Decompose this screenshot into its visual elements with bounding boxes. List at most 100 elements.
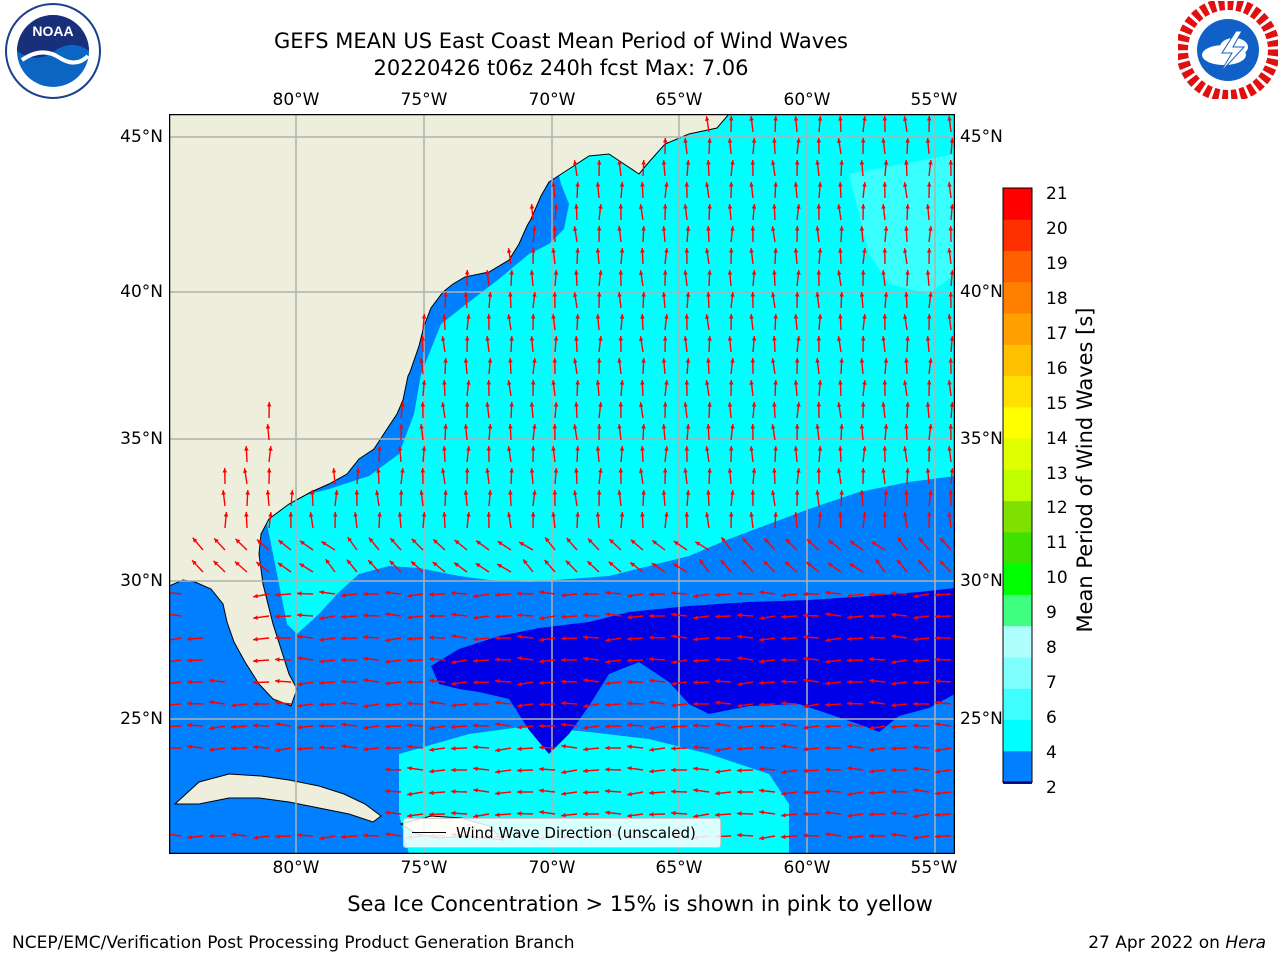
wave-direction-arrowhead	[794, 424, 800, 429]
chart-subtitle: 20220426 t06z 240h fcst Max: 7.06	[373, 56, 749, 80]
wave-direction-arrowhead	[385, 612, 390, 617]
wave-direction-arrowhead	[332, 512, 338, 517]
wave-direction-arrowhead	[495, 678, 500, 684]
wave-direction-arrowhead	[553, 468, 559, 473]
wave-direction-arrowhead	[728, 182, 734, 187]
wave-direction-arrowhead	[793, 380, 799, 385]
wave-direction-arrowhead	[728, 380, 734, 385]
wave-direction-arrowhead	[862, 182, 867, 187]
wave-direction-arrowhead	[771, 226, 776, 231]
wave-direction-arrowhead	[817, 380, 823, 385]
wave-direction-arrowhead	[433, 539, 438, 544]
wave-direction-arrowhead	[539, 615, 544, 621]
wave-direction-arrowhead	[319, 702, 324, 707]
wave-direction-arrowhead	[451, 724, 456, 730]
wave-direction-arrowhead	[466, 512, 471, 517]
wave-direction-arrowhead	[466, 314, 471, 319]
wave-direction-arrowhead	[715, 700, 720, 706]
wave-direction-arrowhead	[297, 681, 302, 687]
wave-direction-arrowhead	[319, 680, 324, 686]
colorbar-tick-label: 16	[1046, 358, 1068, 379]
wave-direction-arrowhead	[685, 292, 691, 297]
wave-direction-arrowhead	[639, 336, 644, 341]
wave-direction-arrowhead	[918, 560, 923, 565]
wave-direction-arrowhead	[519, 542, 525, 547]
wave-direction-arrowhead	[727, 468, 733, 473]
wave-direction-arrowhead	[617, 424, 622, 429]
wave-direction-arrowhead	[596, 358, 602, 363]
wave-direction-arrowhead	[486, 380, 492, 385]
wave-direction-arrowhead	[683, 138, 688, 143]
wave-direction-arrowhead	[859, 358, 865, 363]
wave-direction-arrowhead	[429, 725, 434, 731]
wave-direction-arrowhead	[451, 767, 456, 773]
wave-direction-arrowhead	[649, 812, 654, 817]
wave-direction-arrowhead	[641, 160, 646, 165]
wave-direction-arrowhead	[926, 512, 932, 517]
wave-direction-arrowhead	[495, 635, 500, 641]
wave-direction-arrowhead	[640, 314, 645, 319]
wave-direction-arrowhead	[727, 138, 733, 143]
wave-direction-arrowhead	[673, 541, 679, 546]
wave-direction-arrowhead	[683, 204, 688, 209]
wave-direction-arrowhead	[475, 563, 481, 568]
wave-direction-arrowhead	[641, 358, 646, 363]
colorbar-frame	[1002, 187, 1033, 783]
wave-direction-arrowhead	[781, 614, 786, 620]
wave-direction-arrowhead	[707, 204, 712, 209]
wave-direction-arrowhead	[463, 292, 469, 297]
wave-direction-arrowhead	[727, 402, 733, 407]
wave-direction-arrowhead	[847, 593, 852, 598]
wave-direction-arrowhead	[839, 358, 844, 363]
wave-direction-arrowhead	[759, 788, 764, 794]
wave-direction-arrowhead	[553, 336, 559, 341]
wave-direction-arrowhead	[794, 490, 800, 495]
wave-direction-arrowhead	[728, 116, 734, 121]
wave-direction-arrowhead	[684, 380, 690, 385]
wave-direction-arrowhead	[553, 402, 559, 407]
wave-direction-arrowhead	[869, 678, 874, 684]
wave-direction-arrowhead	[649, 592, 654, 597]
wave-direction-arrowhead	[926, 380, 932, 385]
wave-direction-arrowhead	[683, 336, 688, 341]
wave-direction-arrowhead	[749, 512, 754, 517]
wave-direction-arrowhead	[926, 248, 932, 253]
wave-direction-arrowhead	[495, 614, 500, 619]
wave-direction-arrowhead	[794, 292, 800, 297]
wave-direction-arrowhead	[693, 615, 698, 620]
wave-direction-arrowhead	[319, 745, 324, 750]
wave-direction-arrowhead	[341, 834, 346, 840]
wave-direction-arrowhead	[368, 560, 373, 565]
wave-direction-arrowhead	[583, 768, 588, 774]
wave-direction-arrowhead	[385, 767, 390, 772]
wave-direction-arrowhead	[441, 336, 446, 341]
wave-direction-arrowhead	[737, 724, 742, 730]
wave-direction-arrowhead	[661, 292, 667, 297]
wave-direction-arrowhead	[466, 380, 471, 385]
wave-direction-arrowhead	[939, 560, 945, 566]
wave-direction-arrowhead	[517, 634, 522, 640]
colorbar-tick-label: 15	[1046, 393, 1068, 414]
wave-direction-arrowhead	[209, 678, 214, 684]
wave-direction-arrowhead	[485, 468, 490, 473]
wave-direction-arrowhead	[815, 490, 820, 495]
wave-direction-arrowhead	[705, 116, 710, 121]
wave-direction-arrowhead	[605, 810, 610, 816]
wave-direction-arrowhead	[928, 292, 933, 297]
wave-direction-arrowhead	[341, 657, 346, 663]
wave-direction-arrowhead	[838, 446, 843, 451]
wave-direction-arrowhead	[662, 270, 668, 275]
wave-direction-arrowhead	[773, 446, 778, 451]
wave-direction-arrowhead	[847, 722, 852, 728]
wave-direction-arrowhead	[860, 204, 866, 209]
wave-direction-arrowhead	[882, 182, 888, 187]
wave-direction-arrowhead	[529, 204, 535, 209]
wave-direction-arrowhead	[882, 248, 888, 253]
wave-direction-arrowhead	[705, 512, 710, 517]
wave-direction-arrowhead	[685, 490, 691, 495]
wave-direction-arrowhead	[706, 358, 711, 363]
wave-direction-arrowhead	[947, 512, 952, 517]
wave-direction-arrowhead	[684, 182, 690, 187]
wave-direction-arrowhead	[235, 538, 241, 544]
wave-direction-arrowhead	[363, 591, 368, 597]
